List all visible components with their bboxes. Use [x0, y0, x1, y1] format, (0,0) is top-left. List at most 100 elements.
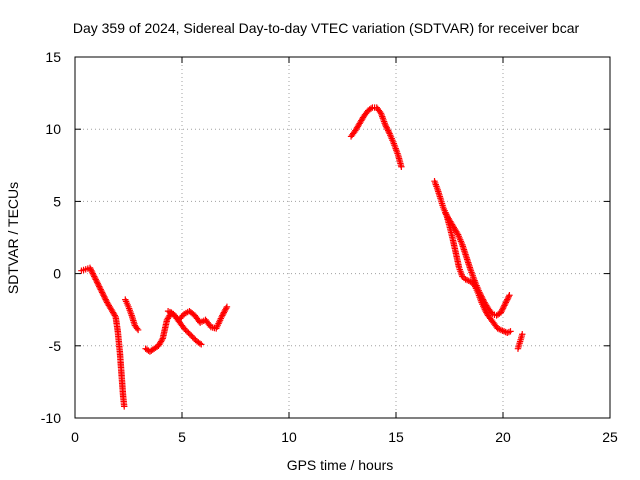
data-point — [89, 270, 97, 277]
data-point — [198, 341, 205, 348]
data-point — [101, 294, 109, 302]
data-point — [93, 279, 101, 286]
data-point — [477, 292, 485, 299]
data-point — [385, 128, 393, 136]
data-point — [111, 312, 119, 319]
x-axis-label: GPS time / hours — [287, 457, 394, 473]
data-point — [476, 290, 484, 298]
data-point — [100, 292, 107, 299]
data-point — [505, 328, 513, 336]
series-arc3 — [142, 309, 205, 355]
y-tick-label: -5 — [49, 338, 62, 354]
grid-lines — [75, 57, 610, 418]
data-point — [505, 293, 512, 300]
data-point — [189, 333, 196, 341]
data-point — [384, 126, 391, 133]
data-point — [503, 297, 510, 305]
data-point — [478, 293, 485, 300]
data-point — [488, 309, 495, 316]
y-tick-label: -10 — [41, 410, 61, 426]
data-point — [86, 264, 94, 272]
data-point — [501, 302, 508, 309]
y-tick-label: 0 — [53, 266, 61, 282]
x-tick-label: 5 — [178, 429, 186, 445]
data-point — [519, 331, 526, 338]
data-point — [182, 326, 189, 334]
data-point — [502, 299, 510, 306]
data-point — [501, 300, 509, 308]
series-arc1 — [78, 264, 128, 410]
data-point — [398, 163, 405, 170]
y-tick-label: 15 — [45, 49, 61, 65]
data-point — [223, 303, 231, 311]
data-point — [196, 340, 204, 347]
series-arc2 — [122, 296, 142, 334]
data-point — [504, 294, 512, 302]
data-point — [382, 123, 390, 130]
x-tick-label: 0 — [71, 429, 79, 445]
data-point — [102, 296, 109, 303]
series-arc4 — [164, 303, 231, 332]
data-point — [186, 331, 194, 338]
data-series — [78, 104, 526, 410]
x-tick-label: 20 — [495, 429, 511, 445]
data-point — [95, 281, 102, 289]
data-point — [500, 303, 507, 311]
data-point — [98, 287, 105, 295]
data-point — [499, 306, 506, 313]
x-tick-labels: 0 5 10 15 20 25 — [71, 429, 618, 445]
data-point — [497, 309, 505, 316]
data-point — [94, 280, 102, 287]
data-point — [219, 310, 227, 318]
data-point — [90, 271, 97, 279]
data-point — [96, 284, 104, 292]
y-tick-label: 5 — [53, 193, 61, 209]
data-point — [384, 127, 392, 134]
data-point — [88, 267, 95, 274]
data-point — [101, 293, 108, 300]
data-point — [507, 328, 514, 335]
data-point — [222, 305, 230, 312]
axis-ticks — [74, 56, 611, 419]
data-point — [219, 312, 226, 319]
data-point — [506, 292, 513, 299]
data-point — [221, 307, 228, 315]
y-tick-labels: -10 -5 0 5 10 15 — [41, 49, 61, 426]
chart-title: Day 359 of 2024, Sidereal Day-to-day VTE… — [73, 20, 580, 36]
x-tick-label: 10 — [281, 429, 297, 445]
data-point — [88, 268, 96, 276]
series-arc7 — [442, 209, 513, 319]
data-point — [367, 105, 375, 112]
data-point — [91, 273, 98, 280]
data-point — [498, 307, 505, 315]
series-arc8 — [514, 331, 526, 352]
data-point — [134, 326, 142, 334]
data-point — [220, 309, 228, 316]
data-point — [383, 124, 390, 131]
data-point — [183, 328, 191, 335]
data-point — [222, 306, 229, 313]
plot-frame — [74, 56, 611, 419]
data-point — [99, 290, 107, 298]
data-point — [121, 403, 128, 410]
data-point — [188, 332, 195, 339]
data-point — [180, 325, 188, 332]
y-axis-label: SDTVAR / TECUs — [5, 182, 21, 294]
data-point — [185, 329, 192, 337]
data-point — [98, 289, 106, 296]
data-point — [499, 305, 507, 312]
y-tick-label: 10 — [45, 121, 61, 137]
data-point — [382, 121, 389, 129]
data-point — [96, 283, 103, 290]
x-tick-label: 15 — [388, 429, 404, 445]
x-tick-label: 25 — [602, 429, 618, 445]
data-point — [91, 274, 99, 282]
data-point — [158, 336, 166, 344]
data-point — [93, 277, 100, 285]
data-point — [133, 325, 141, 332]
data-point — [504, 296, 511, 303]
data-point — [218, 313, 225, 321]
data-point — [476, 289, 483, 296]
data-point — [479, 294, 486, 302]
